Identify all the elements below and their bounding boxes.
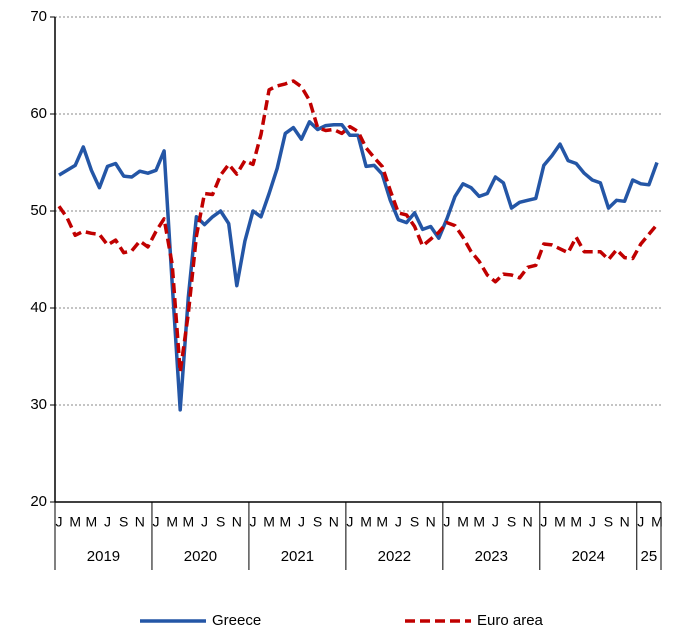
year-label: 25 (641, 548, 658, 565)
x-tick-label: N (620, 514, 630, 530)
x-tick-label: J (443, 514, 450, 530)
year-label: 2020 (184, 548, 217, 565)
x-tick-label: M (86, 514, 98, 530)
x-tick-label: J (395, 514, 402, 530)
x-tick-label: S (216, 514, 225, 530)
x-tick-label: J (540, 514, 547, 530)
x-tick-label: S (119, 514, 128, 530)
x-tick-label: M (473, 514, 485, 530)
x-tick-label: M (376, 514, 388, 530)
x-tick-label: J (201, 514, 208, 530)
year-label: 2021 (281, 548, 314, 565)
x-tick-label: M (279, 514, 291, 530)
x-tick-label: M (166, 514, 178, 530)
x-tick-label: J (298, 514, 305, 530)
y-tick-label: 40 (30, 299, 47, 316)
x-tick-label: J (637, 514, 644, 530)
x-tick-label: N (232, 514, 242, 530)
series-line (58, 120, 659, 412)
y-tick-label: 60 (30, 105, 47, 122)
x-tick-label: J (104, 514, 111, 530)
x-tick-label: S (313, 514, 322, 530)
x-tick-label: M (182, 514, 194, 530)
x-tick-label: J (346, 514, 353, 530)
x-tick-label: S (507, 514, 516, 530)
x-tick-label: M (554, 514, 566, 530)
x-tick-label: J (492, 514, 499, 530)
year-label: 2023 (475, 548, 508, 565)
y-tick-label: 70 (30, 8, 47, 25)
year-label: 2019 (87, 548, 120, 565)
x-tick-label: M (263, 514, 275, 530)
x-tick-label: J (589, 514, 596, 530)
series-line (57, 79, 659, 374)
x-tick-label: N (426, 514, 436, 530)
x-tick-label: S (604, 514, 613, 530)
x-tick-label: J (153, 514, 160, 530)
x-tick-label: M (570, 514, 582, 530)
x-tick-label: N (329, 514, 339, 530)
x-tick-label: N (135, 514, 145, 530)
x-tick-label: M (360, 514, 372, 530)
x-tick-label: J (249, 514, 256, 530)
legend-label: Greece (212, 612, 261, 629)
x-tick-label: M (457, 514, 469, 530)
y-tick-label: 30 (30, 396, 47, 413)
y-tick-label: 50 (30, 202, 47, 219)
x-tick-label: J (56, 514, 63, 530)
x-tick-label: S (410, 514, 419, 530)
legend-label: Euro area (477, 612, 544, 629)
y-tick-label: 20 (30, 493, 47, 510)
x-tick-label: M (651, 514, 663, 530)
x-tick-label: N (523, 514, 533, 530)
year-label: 2024 (572, 548, 605, 565)
year-label: 2022 (378, 548, 411, 565)
x-tick-label: M (69, 514, 81, 530)
